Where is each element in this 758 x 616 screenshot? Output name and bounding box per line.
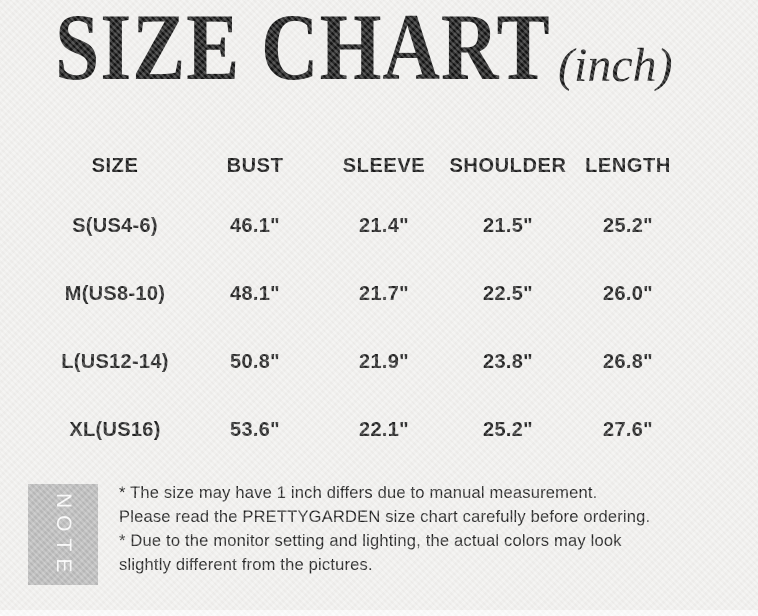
- column-header-length: LENGTH: [585, 154, 671, 177]
- bust-value-cell: 50.8": [230, 350, 280, 373]
- bust-value-cell: 48.1": [230, 282, 280, 305]
- sleeve-value-cell: 21.7": [359, 282, 409, 305]
- bottom-border: [0, 610, 758, 616]
- shoulder-value-cell: 23.8": [483, 350, 533, 373]
- note-line: * Due to the monitor setting and lightin…: [119, 532, 622, 550]
- sleeve-value-cell: 21.9": [359, 350, 409, 373]
- note-line: slightly different from the pictures.: [119, 556, 373, 574]
- size-label-cell: M(US8-10): [64, 282, 166, 305]
- note-label: NOTE: [52, 493, 75, 580]
- header: SIZE CHART (inch): [0, 0, 758, 110]
- note-section: NOTE * The size may have 1 inch differs …: [28, 484, 739, 585]
- length-value-cell: 25.2": [603, 214, 653, 237]
- shoulder-value-cell: 22.5": [483, 282, 533, 305]
- column-header-bust: BUST: [226, 154, 284, 177]
- length-value-cell: 27.6": [603, 418, 653, 441]
- page-title: SIZE CHART: [55, 0, 551, 100]
- shoulder-value-cell: 25.2": [483, 418, 533, 441]
- note-text: * The size may have 1 inch differs due t…: [119, 481, 739, 577]
- shoulder-value-cell: 21.5": [483, 214, 533, 237]
- sleeve-value-cell: 21.4": [359, 214, 409, 237]
- size-label-cell: XL(US16): [69, 418, 161, 441]
- column-header-shoulder: SHOULDER: [449, 154, 567, 177]
- length-value-cell: 26.0": [603, 282, 653, 305]
- bust-value-cell: 46.1": [230, 214, 280, 237]
- column-header-sleeve: SLEEVE: [342, 154, 426, 177]
- title-unit-label: (inch): [558, 39, 673, 92]
- note-line: * The size may have 1 inch differs due t…: [119, 484, 598, 502]
- note-label-box: NOTE: [28, 484, 98, 585]
- size-label-cell: L(US12-14): [61, 350, 169, 373]
- column-header-size: SIZE: [91, 154, 139, 177]
- note-line: Please read the PRETTYGARDEN size chart …: [119, 508, 651, 526]
- bust-value-cell: 53.6": [230, 418, 280, 441]
- length-value-cell: 26.8": [603, 350, 653, 373]
- size-table: SIZE BUST SLEEVE SHOULDER LENGTH S(US4-6…: [40, 140, 688, 464]
- size-label-cell: S(US4-6): [72, 214, 158, 237]
- sleeve-value-cell: 22.1": [359, 418, 409, 441]
